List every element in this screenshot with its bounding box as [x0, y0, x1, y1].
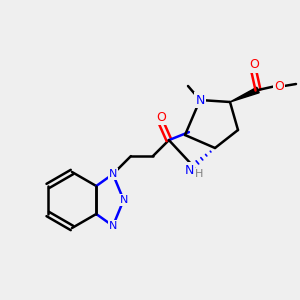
Text: N: N: [184, 164, 194, 176]
Text: O: O: [249, 58, 259, 71]
Text: H: H: [195, 169, 203, 179]
Text: N: N: [109, 169, 117, 179]
Text: N: N: [109, 221, 117, 231]
Text: O: O: [156, 111, 166, 124]
Text: N: N: [195, 94, 205, 106]
Polygon shape: [230, 87, 259, 102]
Text: N: N: [119, 195, 128, 205]
Text: O: O: [274, 80, 284, 92]
